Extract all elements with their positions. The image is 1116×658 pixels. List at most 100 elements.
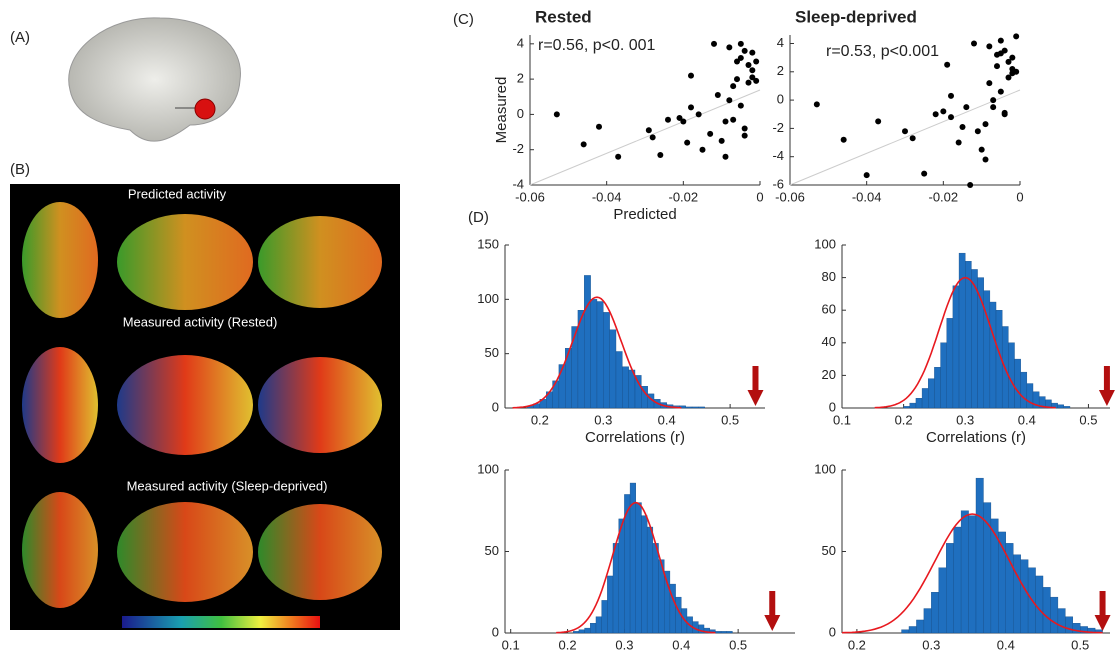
histogram-bar: [1058, 609, 1065, 633]
scatter-point: [960, 124, 966, 130]
histogram-bar: [1021, 372, 1027, 408]
scatter-point: [864, 172, 870, 178]
histogram-bar: [1058, 405, 1064, 408]
scatter-point: [902, 128, 908, 134]
y-tick-label: 0: [492, 624, 499, 639]
scatter-point: [749, 67, 755, 73]
scatter-point: [742, 126, 748, 132]
histogram-bar: [961, 511, 968, 633]
scatter-point: [944, 62, 950, 68]
histogram-bar: [934, 367, 940, 408]
scatter-point: [971, 40, 977, 46]
scatter-point: [933, 111, 939, 117]
scatter-point: [963, 104, 969, 110]
scatter-point: [730, 117, 736, 123]
scatter-point: [994, 63, 1000, 69]
scatter-point: [742, 133, 748, 139]
y-tick-label: 2: [517, 71, 524, 86]
histogram-bar: [916, 620, 923, 633]
y-tick-label: 50: [822, 543, 836, 558]
y-tick-label: 20: [822, 367, 836, 382]
histogram-bar: [1013, 555, 1020, 633]
histogram-bar: [597, 302, 603, 408]
y-tick-label: 50: [485, 345, 499, 360]
histogram-bar: [946, 543, 953, 633]
scatter-point: [749, 50, 755, 56]
histogram-bar: [653, 543, 659, 633]
y-tick-label: 100: [477, 291, 499, 306]
observed-arrow: [764, 591, 780, 631]
x-tick-label: -0.02: [669, 189, 699, 204]
trend-line: [790, 90, 1020, 185]
y-tick-label: 4: [517, 35, 524, 50]
x-tick-label: 0.3: [594, 412, 612, 427]
histogram-bar: [596, 617, 602, 633]
y-tick-label: 100: [477, 461, 499, 476]
scatter-point: [738, 41, 744, 47]
histogram-bar: [613, 543, 619, 633]
histogram-bar: [931, 592, 938, 633]
x-tick-label: 0.2: [895, 412, 913, 427]
histogram-bar: [1043, 587, 1050, 633]
histogram-bar: [1015, 359, 1021, 408]
panel-label: (A): [10, 29, 30, 46]
y-tick-label: -2: [772, 120, 784, 135]
panel-label: (C): [453, 11, 474, 28]
scatter-point: [940, 108, 946, 114]
scatter-point: [665, 117, 671, 123]
x-tick-label: -0.06: [515, 189, 545, 204]
x-tick-label: 0.1: [833, 412, 851, 427]
panel-label: (D): [468, 209, 489, 226]
histogram-bar: [902, 630, 909, 633]
scatter-point: [734, 76, 740, 82]
histogram-bar: [904, 406, 910, 408]
histogram-bar: [698, 407, 704, 408]
histogram-bar: [1008, 343, 1014, 408]
y-tick-label: 100: [814, 461, 836, 476]
y-tick-label: 4: [777, 35, 784, 50]
scatter-point: [742, 48, 748, 54]
x-axis-label: Correlations (r): [926, 429, 1026, 446]
scatter-point: [696, 111, 702, 117]
histogram-bar: [715, 631, 721, 633]
scatter-point: [967, 182, 973, 188]
scatter-point: [738, 55, 744, 61]
scatter-point: [948, 93, 954, 99]
scatter-point: [723, 118, 729, 124]
scatter-point: [1009, 70, 1015, 76]
x-tick-label: 0.2: [848, 637, 866, 652]
y-tick-label: 60: [822, 302, 836, 317]
map-caption: Measured activity (Rested): [123, 314, 278, 329]
scatter-point: [956, 140, 962, 146]
scatter-point: [921, 171, 927, 177]
scatter-point: [726, 97, 732, 103]
x-tick-label: 0: [1016, 189, 1023, 204]
panel-label: (B): [10, 161, 30, 178]
x-tick-label: -0.04: [852, 189, 882, 204]
x-tick-label: 0.5: [729, 637, 747, 652]
scatter-point: [990, 104, 996, 110]
histogram-bar: [721, 631, 727, 633]
histogram-bar: [585, 628, 591, 633]
histogram-bar: [939, 568, 946, 633]
y-tick-label: 2: [777, 63, 784, 78]
histogram-bar: [603, 312, 609, 408]
brain-maps: [10, 184, 400, 630]
scatter-point: [749, 74, 755, 80]
histogram-bar: [928, 379, 934, 408]
y-tick-label: 0: [517, 106, 524, 121]
y-axis-label: Measured: [493, 77, 510, 144]
scatter-point: [680, 118, 686, 124]
histogram-bar: [641, 516, 647, 633]
scatter-point: [841, 137, 847, 143]
histogram-bar: [924, 609, 931, 633]
histogram-bar: [579, 630, 585, 633]
scatter-point: [726, 44, 732, 50]
scatter-point: [1002, 110, 1008, 116]
histogram-bar: [909, 626, 916, 633]
scatter-point: [615, 154, 621, 160]
scatter-point: [730, 83, 736, 89]
y-tick-label: -2: [512, 141, 524, 156]
histogram-bar: [590, 623, 596, 633]
histogram-bar: [941, 343, 947, 408]
